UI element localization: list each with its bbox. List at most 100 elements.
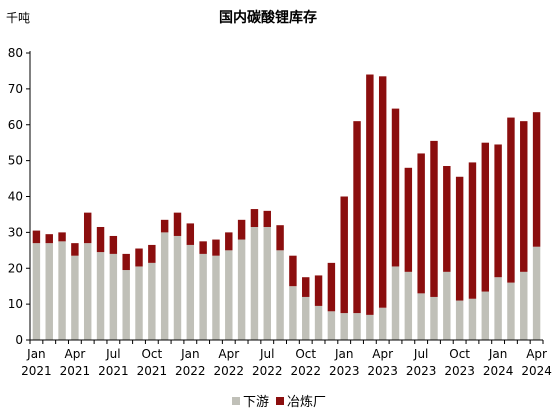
bar-smelter	[430, 141, 437, 297]
bar-smelter	[353, 121, 360, 313]
bar-downstream	[328, 311, 335, 340]
x-tick-label-month: Jan	[488, 347, 508, 361]
bar-downstream	[161, 232, 168, 340]
x-tick-label-year: 2024	[521, 364, 552, 378]
bar-downstream	[340, 313, 347, 340]
x-tick-label-month: Apr	[218, 347, 239, 361]
bar-smelter	[405, 168, 412, 272]
bar-smelter	[212, 240, 219, 256]
bar-smelter	[482, 143, 489, 292]
legend-label-smelter: 冶炼厂	[287, 395, 326, 410]
bar-downstream	[110, 254, 117, 340]
bar-downstream	[225, 250, 232, 340]
x-tick-label-year: 2023	[329, 364, 360, 378]
bar-downstream	[302, 297, 309, 340]
bar-downstream	[482, 292, 489, 340]
bar-downstream	[417, 293, 424, 340]
bar-downstream	[430, 297, 437, 340]
bar-smelter	[174, 213, 181, 236]
legend-swatch-smelter	[276, 397, 284, 405]
x-tick-label-year: 2022	[214, 364, 245, 378]
bar-smelter	[135, 249, 142, 267]
bar-smelter	[110, 236, 117, 254]
y-tick-label: 80	[8, 46, 23, 60]
y-tick-label: 40	[8, 190, 23, 204]
y-tick-label: 20	[8, 261, 23, 275]
bar-smelter	[494, 144, 501, 277]
x-tick-label-month: Apr	[372, 347, 393, 361]
bar-downstream	[469, 299, 476, 340]
bar-downstream	[97, 252, 104, 340]
bar-downstream	[494, 277, 501, 340]
bar-smelter	[148, 245, 155, 263]
y-axis: 0 10 20 30 40 50 60 70 80	[8, 46, 30, 347]
x-tick-label-month: Oct	[449, 347, 470, 361]
x-tick-label-year: 2021	[98, 364, 129, 378]
x-tick-label-month: Jan	[26, 347, 46, 361]
bar-downstream	[84, 243, 91, 340]
bar-smelter	[84, 213, 91, 243]
y-tick-label: 10	[8, 297, 23, 311]
bar-smelter	[289, 256, 296, 286]
x-tick-label-month: Apr	[65, 347, 86, 361]
bar-smelter	[58, 232, 65, 241]
bar-downstream	[33, 243, 40, 340]
bar-downstream	[148, 263, 155, 340]
x-tick-label-year: 2021	[60, 364, 91, 378]
x-tick-label-year: 2022	[175, 364, 206, 378]
x-tick-label-year: 2021	[21, 364, 52, 378]
y-tick-label: 30	[8, 225, 23, 239]
x-tick-label-month: Apr	[526, 347, 547, 361]
bar-smelter	[533, 112, 540, 247]
chart-title: 国内碳酸锂库存	[219, 9, 317, 26]
bar-smelter	[46, 234, 53, 243]
y-tick-label: 70	[8, 82, 23, 96]
x-tick-label-year: 2024	[483, 364, 514, 378]
bar-smelter	[71, 243, 78, 256]
bar-downstream	[135, 266, 142, 340]
bar-smelter	[469, 162, 476, 298]
bar-downstream	[405, 272, 412, 340]
bar-downstream	[315, 306, 322, 340]
bar-downstream	[251, 227, 258, 340]
x-tick-label-month: Jul	[105, 347, 120, 361]
bar-smelter	[340, 197, 347, 314]
x-tick-label-month: Oct	[295, 347, 316, 361]
x-axis: Jan 2021 Apr 2021 Jul 2021 Oct 2021 Jan 2022 Apr 20…	[21, 340, 552, 378]
bar-downstream	[289, 286, 296, 340]
bar-smelter	[276, 225, 283, 250]
bar-downstream	[238, 240, 245, 340]
y-tick-label: 60	[8, 118, 23, 132]
bar-downstream	[392, 266, 399, 340]
bar-smelter	[251, 209, 258, 227]
bar-smelter	[187, 223, 194, 245]
bar-smelter	[97, 227, 104, 252]
bar-smelter	[443, 166, 450, 272]
x-tick-label-year: 2022	[290, 364, 321, 378]
bar-smelter	[264, 211, 271, 227]
x-tick-label-year: 2023	[406, 364, 437, 378]
bar-smelter	[302, 277, 309, 297]
bar-downstream	[174, 236, 181, 340]
legend: 下游 冶炼厂	[232, 395, 326, 410]
bar-smelter	[456, 177, 463, 301]
bar-smelter	[315, 275, 322, 305]
bar-smelter	[392, 109, 399, 267]
bar-smelter	[520, 121, 527, 272]
bar-smelter	[199, 241, 206, 254]
x-tick-label-month: Jul	[413, 347, 428, 361]
x-tick-label-month: Jan	[334, 347, 354, 361]
bar-downstream	[366, 315, 373, 340]
bar-downstream	[264, 227, 271, 340]
x-tick-label-year: 2022	[252, 364, 283, 378]
x-tick-label-month: Jan	[180, 347, 200, 361]
bar-smelter	[366, 75, 373, 315]
bar-downstream	[456, 301, 463, 340]
bar-smelter	[507, 118, 514, 283]
bar-downstream	[379, 308, 386, 340]
y-tick-label: 50	[8, 154, 23, 168]
bar-downstream	[46, 243, 53, 340]
bar-downstream	[520, 272, 527, 340]
bar-downstream	[443, 272, 450, 340]
bar-downstream	[122, 270, 129, 340]
